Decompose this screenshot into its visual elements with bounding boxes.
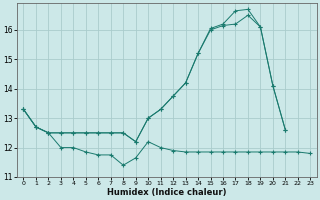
X-axis label: Humidex (Indice chaleur): Humidex (Indice chaleur) — [107, 188, 227, 197]
